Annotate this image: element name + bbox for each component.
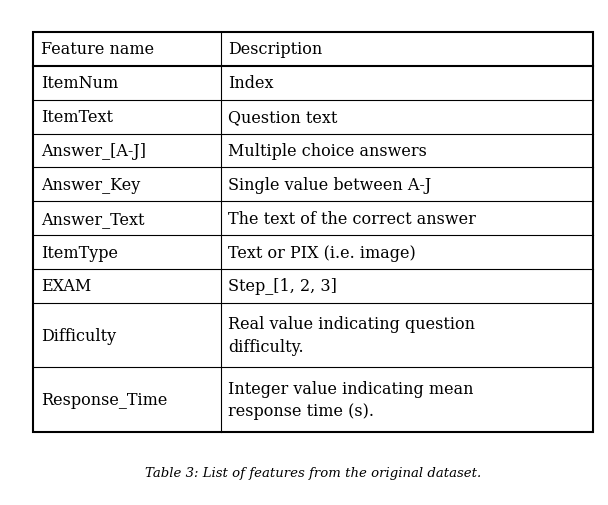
- Bar: [33, 168, 593, 202]
- Text: ItemNum: ItemNum: [41, 75, 118, 92]
- Text: Integer value indicating mean
response time (s).: Integer value indicating mean response t…: [228, 380, 474, 419]
- Text: Question text: Question text: [228, 109, 337, 126]
- Text: Multiple choice answers: Multiple choice answers: [228, 143, 427, 160]
- Bar: [33, 33, 593, 432]
- Bar: [33, 236, 593, 270]
- Text: Answer_Key: Answer_Key: [41, 176, 140, 193]
- Text: Description: Description: [228, 41, 322, 58]
- Text: Single value between A-J: Single value between A-J: [228, 176, 431, 193]
- Text: Index: Index: [228, 75, 274, 92]
- Bar: [33, 134, 593, 168]
- Text: EXAM: EXAM: [41, 278, 91, 295]
- Bar: [33, 33, 593, 67]
- Bar: [33, 67, 593, 100]
- Bar: [33, 202, 593, 236]
- Text: ItemType: ItemType: [41, 244, 118, 261]
- Text: Real value indicating question
difficulty.: Real value indicating question difficult…: [228, 316, 475, 355]
- Text: Table 3: List of features from the original dataset.: Table 3: List of features from the origi…: [145, 466, 482, 479]
- Text: Response_Time: Response_Time: [41, 391, 167, 408]
- Text: ItemText: ItemText: [41, 109, 112, 126]
- Bar: [33, 304, 593, 368]
- Text: Answer_Text: Answer_Text: [41, 210, 144, 227]
- Text: Text or PIX (i.e. image): Text or PIX (i.e. image): [228, 244, 416, 261]
- Text: Feature name: Feature name: [41, 41, 154, 58]
- Bar: [33, 270, 593, 304]
- Text: The text of the correct answer: The text of the correct answer: [228, 210, 476, 227]
- Text: Difficulty: Difficulty: [41, 327, 116, 344]
- Text: Answer_[A-J]: Answer_[A-J]: [41, 143, 146, 160]
- Bar: [33, 100, 593, 134]
- Text: Step_[1, 2, 3]: Step_[1, 2, 3]: [228, 278, 337, 295]
- Bar: [33, 368, 593, 432]
